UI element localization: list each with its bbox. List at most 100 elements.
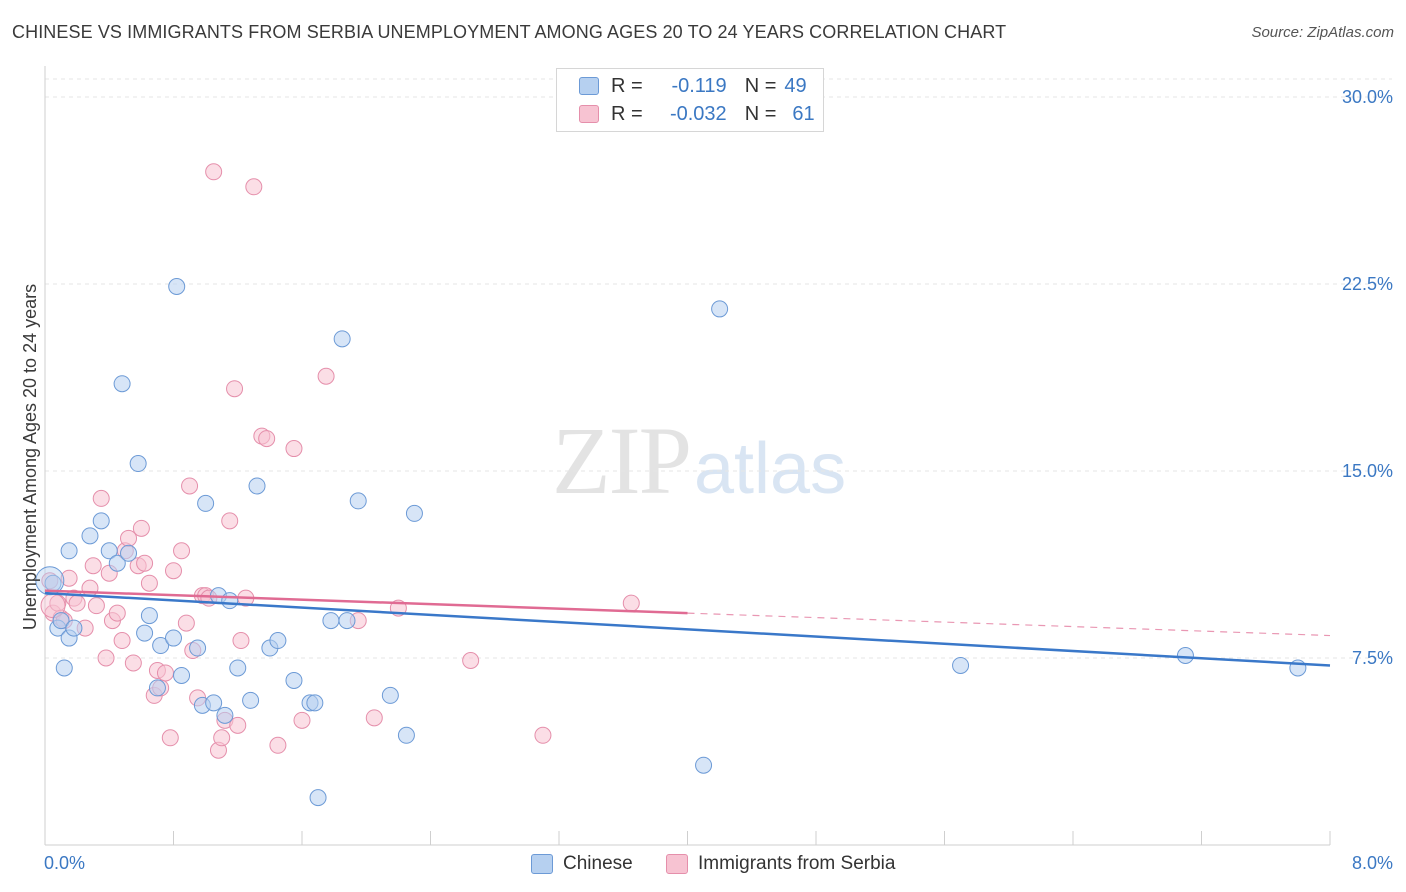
legend-label-serbia: Immigrants from Serbia — [698, 853, 896, 874]
chinese-point — [55, 659, 73, 677]
y-tick-label: 30.0% — [1342, 87, 1393, 107]
chinese-point — [173, 666, 191, 684]
serbia-point — [317, 367, 335, 385]
watermark-zip: ZIP — [552, 407, 692, 514]
serbia-point — [84, 557, 102, 575]
tick-labels: 7.5% 15.0% 22.5% 30.0% 0.0% 8.0% — [44, 87, 1393, 873]
serbia-point — [232, 632, 250, 650]
serbia-point — [108, 604, 126, 622]
chinese-point — [100, 542, 118, 560]
n-label: N = — [744, 102, 777, 125]
trend-line-serbia — [44, 589, 688, 615]
chart-title: CHINESE VS IMMIGRANTS FROM SERBIA UNEMPL… — [12, 22, 1007, 42]
chinese-point — [129, 455, 147, 473]
chinese-point — [248, 477, 266, 495]
chinese-swatch — [531, 854, 553, 874]
r-label: R = — [611, 74, 643, 97]
serbia-point — [165, 562, 182, 580]
axes — [44, 66, 1331, 846]
chinese-point — [152, 637, 170, 655]
trend-lines — [44, 589, 1331, 667]
bottom-legend-serbia: Immigrants from Serbia — [666, 852, 895, 876]
zipatlas-watermark: ZIPatlas — [552, 405, 846, 516]
serbia-point — [60, 569, 78, 587]
serbia-point — [269, 736, 287, 754]
serbia-point — [258, 430, 276, 448]
chinese-point — [216, 706, 234, 724]
watermark-atlas: atlas — [694, 429, 847, 509]
r-value-serbia: -0.032 — [669, 102, 727, 125]
x-tick-label: 8.0% — [1352, 853, 1393, 873]
serbia-point — [68, 594, 86, 612]
legend-row-serbia: R = -0.032 N = 61 — [579, 101, 815, 127]
chinese-point — [113, 375, 131, 393]
serbia-point — [87, 597, 105, 615]
y-tick-label: 7.5% — [1352, 648, 1393, 668]
chinese-point — [189, 639, 207, 657]
gridlines — [45, 78, 1392, 659]
chinese-point — [168, 277, 186, 295]
chinese-point — [338, 612, 356, 630]
serbia-point — [161, 729, 179, 747]
serbia-point — [136, 554, 154, 572]
correlation-legend: R = -0.119 N = 49 R = -0.032 N = 61 — [556, 68, 824, 132]
chinese-point — [952, 656, 970, 674]
serbia-point — [293, 711, 311, 729]
chinese-point — [333, 330, 351, 348]
chinese-point — [242, 691, 260, 709]
serbia-point — [534, 726, 552, 744]
chinese-point — [205, 694, 223, 712]
y-tick-label: 22.5% — [1342, 274, 1393, 294]
serbia-point — [285, 440, 303, 458]
chinese-point — [322, 612, 340, 630]
n-label: N = — [744, 74, 777, 97]
y-axis-label: Unemployment Among Ages 20 to 24 years — [20, 284, 40, 630]
chinese-point — [120, 544, 138, 562]
chinese-point — [285, 671, 303, 689]
chinese-point — [229, 659, 247, 677]
chinese-point — [306, 694, 324, 712]
serbia-point — [622, 594, 640, 612]
serbia-point — [173, 542, 191, 560]
chinese-point — [148, 679, 166, 697]
serbia-point — [140, 574, 158, 592]
chinese-point — [81, 527, 99, 545]
chinese-point — [309, 789, 327, 807]
chinese-point — [108, 554, 126, 572]
y-tick-label: 15.0% — [1342, 461, 1393, 481]
trend-line-serbia-dashed — [687, 612, 1331, 637]
serbia-point — [97, 649, 115, 667]
chinese-point — [381, 686, 399, 704]
chinese-point — [221, 592, 239, 610]
serbia-point — [92, 489, 110, 507]
chinese-point — [52, 612, 70, 630]
serbia-point — [156, 664, 174, 682]
source-label: Source: ZipAtlas.com — [1251, 24, 1394, 41]
chinese-point — [695, 756, 713, 774]
trend-line-chinese — [44, 591, 1331, 667]
serbia-point — [132, 519, 150, 537]
bottom-legend-chinese: Chinese — [531, 852, 633, 876]
serbia-point — [365, 709, 383, 727]
n-value-serbia: 61 — [792, 102, 815, 125]
n-value-chinese: 49 — [784, 74, 807, 97]
chinese-point — [1176, 647, 1194, 665]
r-value-chinese: -0.119 — [671, 74, 727, 97]
serbia-point — [81, 579, 99, 597]
r-label: R = — [611, 102, 643, 125]
chinese-point — [140, 607, 158, 625]
x-tick-label: 0.0% — [44, 853, 85, 873]
serbia-point — [213, 729, 231, 747]
chinese-point — [65, 619, 83, 637]
serbia-point — [205, 163, 223, 181]
serbia-swatch — [666, 854, 688, 874]
serbia-point — [462, 651, 480, 669]
serbia-point — [226, 380, 244, 398]
chinese-point — [711, 300, 729, 318]
legend-row-chinese: R = -0.119 N = 49 — [579, 73, 807, 99]
serbia-point — [113, 632, 131, 650]
chinese-point — [197, 494, 215, 512]
chinese-swatch — [579, 77, 599, 95]
chinese-point — [165, 629, 182, 647]
